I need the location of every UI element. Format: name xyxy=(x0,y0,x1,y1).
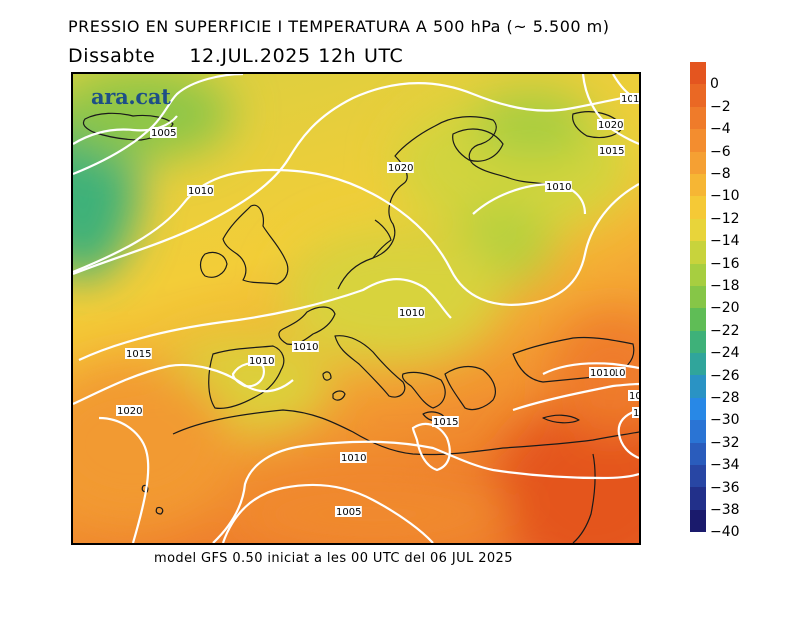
legend-swatch xyxy=(690,308,706,331)
weather-map: 1005 1010 1020 1010 1015 1020 1015 1010 1010 1010… xyxy=(71,72,641,545)
isobar-label: 100 xyxy=(629,391,639,402)
legend-tick-label: −34 xyxy=(710,457,740,474)
isobar-label: 1010 xyxy=(188,186,213,197)
isobar-label-bg xyxy=(632,407,639,418)
legend-tick-label: −2 xyxy=(710,98,731,115)
legend-tick-label: −36 xyxy=(710,479,740,496)
legend-swatch xyxy=(690,442,706,466)
isobar-label: 100 xyxy=(633,408,639,419)
map-canvas: 1005 1010 1020 1010 1015 1020 1015 1010 1010 1010… xyxy=(73,74,639,543)
legend-tick-label: −30 xyxy=(710,412,740,429)
isobar-label-bg xyxy=(387,162,414,173)
legend-tick-label: −16 xyxy=(710,255,740,272)
isobar-label-bg xyxy=(116,405,143,416)
isobar-label: 1010 xyxy=(249,356,274,367)
legend-swatch xyxy=(690,420,706,443)
isobar-label: 1010 xyxy=(590,368,615,379)
legend-tick-label: −20 xyxy=(710,300,740,317)
isobar-label: 1010 xyxy=(341,453,366,464)
legend-tick-label: −28 xyxy=(710,390,740,406)
model-info: model GFS 0.50 iniciat a les 00 UTC del … xyxy=(154,551,513,566)
legend-tick-label: −14 xyxy=(710,233,740,250)
isobar-label-bg xyxy=(628,390,639,401)
legend-swatch xyxy=(690,330,706,354)
isobar-label: 102 xyxy=(633,94,639,105)
weekday-label: Dissabte xyxy=(68,45,156,67)
isobar-label-bg xyxy=(150,127,177,138)
temperature-legend xyxy=(690,62,706,533)
isobar-label-bg xyxy=(398,307,425,318)
isobar-label: 1015 xyxy=(433,417,458,428)
legend-swatch xyxy=(690,84,706,107)
legend-swatch xyxy=(690,106,706,130)
legend-tick-label: −12 xyxy=(710,210,740,227)
legend-swatch xyxy=(690,285,706,309)
legend-tick-label: −22 xyxy=(710,322,740,339)
map-title: PRESSIO EN SUPERFICIE I TEMPERATURA A 50… xyxy=(68,17,610,36)
isobars xyxy=(73,74,639,543)
isobar-label-bg xyxy=(620,93,639,104)
legend-tick-label: −4 xyxy=(710,121,731,138)
isobar-label: 1005 xyxy=(336,507,361,518)
legend-swatch xyxy=(690,353,706,376)
isobar-label: 1010 xyxy=(546,182,571,193)
legend-swatch xyxy=(690,263,706,286)
isobar-label: 1005 xyxy=(151,128,176,139)
isobar-label: 1015 xyxy=(621,94,639,105)
legend-swatch xyxy=(690,375,706,398)
legend-swatch xyxy=(690,218,706,242)
legend-swatch xyxy=(690,241,706,264)
isobar-label-bg xyxy=(545,181,572,192)
legend-tick-label: −40 xyxy=(710,524,740,541)
legend-swatch xyxy=(690,173,706,197)
legend-tick-label: −26 xyxy=(710,367,740,384)
map-date: Dissabte 12.JUL.2025 12h UTC xyxy=(68,45,403,67)
legend-swatch xyxy=(690,196,706,219)
legend-swatch xyxy=(690,397,706,421)
isobar-label-bg xyxy=(632,93,639,104)
legend-tick-label: −24 xyxy=(710,345,740,362)
isobar-label-bg xyxy=(597,119,624,130)
isobar-label: 1015 xyxy=(126,349,151,360)
isobar-label-bg xyxy=(292,341,319,352)
isobar-label: 1010 xyxy=(293,342,318,353)
legend-tick-label: −32 xyxy=(710,434,740,451)
isobar-label-bg xyxy=(187,185,214,196)
legend-swatch xyxy=(690,487,706,510)
legend-swatch xyxy=(690,62,706,85)
legend-swatch xyxy=(690,509,706,533)
legend-swatch xyxy=(690,129,706,152)
legend-tick-label: −6 xyxy=(710,143,731,160)
isobar-labels: 1005 1010 1020 1010 1015 1020 1015 1010 1010 1010… xyxy=(116,93,639,518)
temperature-field xyxy=(73,74,639,543)
isobar-label-bg xyxy=(335,506,362,517)
isobar-label-bg xyxy=(589,367,616,378)
isobar-label-bg xyxy=(598,145,625,156)
datetime-label: 12.JUL.2025 12h UTC xyxy=(189,45,404,67)
legend-tick-label: −8 xyxy=(710,166,731,182)
isobar-label: 1020 xyxy=(598,120,623,131)
legend-tick-label: −38 xyxy=(710,502,740,518)
isobar-label: 1015 xyxy=(599,146,624,157)
isobar-label: 1020 xyxy=(388,163,413,174)
isobar-label-bg xyxy=(125,348,152,359)
legend-swatch xyxy=(690,151,706,174)
ara-cat-logo: ara.cat xyxy=(91,84,171,109)
isobar-label-bg xyxy=(340,452,367,463)
isobar-label-bg xyxy=(248,355,275,366)
legend-tick-label: −10 xyxy=(710,188,740,205)
isobar-label: 1010 xyxy=(399,308,424,319)
isobar-label-bg xyxy=(432,416,459,427)
legend-tick-label: −18 xyxy=(710,278,740,294)
legend-tick-label: 0 xyxy=(710,76,719,93)
isobar-label: 1020 xyxy=(117,406,142,417)
legend-swatch xyxy=(690,465,706,488)
